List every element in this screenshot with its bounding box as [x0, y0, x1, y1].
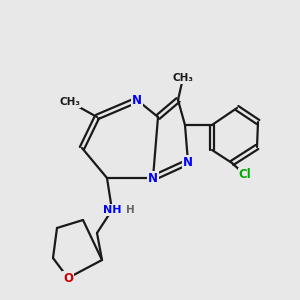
Text: N: N: [183, 155, 193, 169]
Text: Cl: Cl: [238, 169, 251, 182]
Text: H: H: [126, 205, 134, 215]
Text: N: N: [132, 94, 142, 106]
Text: O: O: [63, 272, 73, 284]
Text: N: N: [148, 172, 158, 184]
Text: CH₃: CH₃: [172, 73, 194, 83]
Text: NH: NH: [103, 205, 121, 215]
Text: CH₃: CH₃: [59, 97, 80, 107]
